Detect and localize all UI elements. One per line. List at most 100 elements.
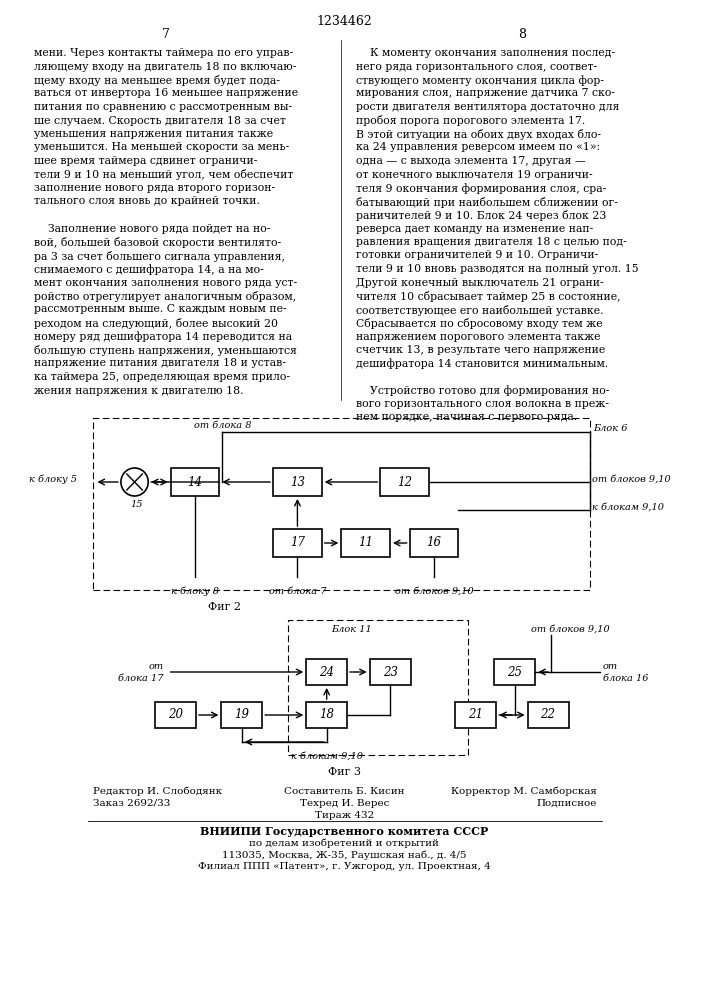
- Text: Заказ 2692/33: Заказ 2692/33: [93, 799, 170, 808]
- Text: него ряда горизонтального слоя, соответ-: него ряда горизонтального слоя, соответ-: [356, 62, 597, 72]
- Text: 23: 23: [382, 666, 397, 678]
- Text: мирования слоя, напряжение датчика 7 ско-: мирования слоя, напряжение датчика 7 ско…: [356, 89, 615, 99]
- Text: ройство отрегулирует аналогичным образом,: ройство отрегулирует аналогичным образом…: [34, 291, 296, 302]
- Text: рости двигателя вентилятора достаточно для: рости двигателя вентилятора достаточно д…: [356, 102, 619, 112]
- Text: от блоков 9,10: от блоков 9,10: [395, 587, 473, 596]
- Text: ка 24 управления реверсом имеем по «1»:: ка 24 управления реверсом имеем по «1»:: [356, 142, 600, 152]
- Bar: [306, 702, 347, 728]
- Text: к блокам 9,10: к блокам 9,10: [592, 503, 664, 512]
- Bar: [170, 468, 219, 496]
- Text: Техред И. Верес: Техред И. Верес: [300, 799, 389, 808]
- Text: 113035, Москва, Ж-35, Раушская наб., д. 4/5: 113035, Москва, Ж-35, Раушская наб., д. …: [222, 850, 467, 859]
- Text: ВНИИПИ Государственного комитета СССР: ВНИИПИ Государственного комитета СССР: [200, 826, 489, 837]
- Text: ше случаем. Скорость двигателя 18 за счет: ше случаем. Скорость двигателя 18 за сче…: [34, 115, 286, 125]
- Text: от блока 7: от блока 7: [269, 587, 326, 596]
- Text: 13: 13: [290, 476, 305, 488]
- Text: одна — с выхода элемента 17, другая —: одна — с выхода элемента 17, другая —: [356, 156, 585, 166]
- Text: блока 16: блока 16: [602, 674, 648, 683]
- Text: уменьшится. На меньшей скорости за мень-: уменьшится. На меньшей скорости за мень-: [34, 142, 289, 152]
- Text: рассмотренным выше. С каждым новым пе-: рассмотренным выше. С каждым новым пе-: [34, 304, 287, 314]
- Text: реходом на следующий, более высокий 20: реходом на следующий, более высокий 20: [34, 318, 278, 329]
- Text: тального слоя вновь до крайней точки.: тального слоя вновь до крайней точки.: [34, 196, 260, 207]
- Text: большую ступень напряжения, уменьшаются: большую ступень напряжения, уменьшаются: [34, 345, 297, 356]
- Text: теля 9 окончания формирования слоя, сра-: теля 9 окончания формирования слоя, сра-: [356, 183, 606, 194]
- Text: 7: 7: [162, 28, 170, 41]
- Text: Другой конечный выключатель 21 ограни-: Другой конечный выключатель 21 ограни-: [356, 277, 604, 288]
- Text: нем порядке, начиная с первого ряда.: нем порядке, начиная с первого ряда.: [356, 412, 577, 422]
- Bar: [306, 659, 347, 685]
- Circle shape: [121, 468, 148, 496]
- Text: заполнение нового ряда второго горизон-: заполнение нового ряда второго горизон-: [34, 183, 275, 193]
- Text: жения напряжения к двигателю 18.: жения напряжения к двигателю 18.: [34, 385, 244, 395]
- Text: от: от: [602, 662, 618, 671]
- Text: Блок 11: Блок 11: [332, 625, 373, 634]
- Bar: [288, 620, 468, 755]
- Text: тели 9 и 10 вновь разводятся на полный угол. 15: тели 9 и 10 вновь разводятся на полный у…: [356, 264, 638, 274]
- Text: к блоку 8: к блоку 8: [171, 587, 219, 596]
- Text: ра 3 за счет большего сигнала управления,: ра 3 за счет большего сигнала управления…: [34, 250, 285, 261]
- Text: К моменту окончания заполнения послед-: К моменту окончания заполнения послед-: [356, 48, 615, 58]
- Text: батывающий при наибольшем сближении ог-: батывающий при наибольшем сближении ог-: [356, 196, 618, 208]
- Text: вой, большей базовой скорости вентилято-: вой, большей базовой скорости вентилято-: [34, 237, 281, 248]
- Text: шее время таймера сдвинет ограничи-: шее время таймера сдвинет ограничи-: [34, 156, 257, 166]
- Text: по делам изобретений и открытий: по делам изобретений и открытий: [250, 838, 439, 848]
- Text: от блока 8: от блока 8: [194, 421, 251, 430]
- Text: 21: 21: [468, 708, 484, 722]
- Text: от блоков 9,10: от блоков 9,10: [532, 625, 610, 634]
- Text: Тираж 432: Тираж 432: [315, 811, 374, 820]
- Text: Заполнение нового ряда пойдет на но-: Заполнение нового ряда пойдет на но-: [34, 224, 271, 233]
- Text: чителя 10 сбрасывает таймер 25 в состояние,: чителя 10 сбрасывает таймер 25 в состоян…: [356, 291, 621, 302]
- Text: от конечного выключателя 19 ограничи-: от конечного выключателя 19 ограничи-: [356, 169, 592, 180]
- Text: мени. Через контакты таймера по его управ-: мени. Через контакты таймера по его упра…: [34, 48, 293, 58]
- Text: напряжением порогового элемента также: напряжением порогового элемента также: [356, 332, 600, 342]
- Text: тели 9 и 10 на меньший угол, чем обеспечит: тели 9 и 10 на меньший угол, чем обеспеч…: [34, 169, 293, 180]
- Text: 22: 22: [541, 708, 556, 722]
- Text: ствующего моменту окончания цикла фор-: ствующего моменту окончания цикла фор-: [356, 75, 604, 86]
- Text: номеру ряд дешифратора 14 переводится на: номеру ряд дешифратора 14 переводится на: [34, 332, 292, 342]
- Text: раничителей 9 и 10. Блок 24 через блок 23: раничителей 9 и 10. Блок 24 через блок 2…: [356, 210, 607, 221]
- Text: от: от: [148, 662, 164, 671]
- Bar: [380, 468, 429, 496]
- Text: дешифратора 14 становится минимальным.: дешифратора 14 становится минимальным.: [356, 359, 608, 369]
- Text: 16: 16: [426, 536, 441, 550]
- Bar: [341, 529, 390, 557]
- Text: Фиг 2: Фиг 2: [208, 602, 241, 612]
- Text: Блок 6: Блок 6: [593, 424, 627, 433]
- Text: счетчик 13, в результате чего напряжение: счетчик 13, в результате чего напряжение: [356, 345, 605, 355]
- Text: соответствующее его наибольшей уставке.: соответствующее его наибольшей уставке.: [356, 304, 604, 316]
- Text: 20: 20: [168, 708, 183, 722]
- Text: 17: 17: [290, 536, 305, 550]
- Text: 15: 15: [130, 500, 143, 509]
- Text: 11: 11: [358, 536, 373, 550]
- Bar: [494, 659, 535, 685]
- Text: Устройство готово для формирования но-: Устройство готово для формирования но-: [356, 385, 609, 396]
- Text: мент окончания заполнения нового ряда уст-: мент окончания заполнения нового ряда ус…: [34, 277, 297, 288]
- Text: Филиал ППП «Патент», г. Ужгород, ул. Проектная, 4: Филиал ППП «Патент», г. Ужгород, ул. Про…: [198, 862, 491, 871]
- Text: Составитель Б. Кисин: Составитель Б. Кисин: [284, 787, 404, 796]
- Bar: [455, 702, 496, 728]
- Text: к блокам 9,10: к блокам 9,10: [291, 752, 363, 761]
- Text: 1234462: 1234462: [316, 15, 372, 28]
- Text: ка таймера 25, определяющая время прило-: ка таймера 25, определяющая время прило-: [34, 372, 290, 382]
- Text: 19: 19: [234, 708, 250, 722]
- Text: 12: 12: [397, 476, 412, 488]
- Text: Фиг 3: Фиг 3: [328, 767, 361, 777]
- Text: 14: 14: [187, 476, 202, 488]
- Text: ляющему входу на двигатель 18 по включаю-: ляющему входу на двигатель 18 по включаю…: [34, 62, 296, 72]
- Bar: [93, 418, 590, 590]
- Text: равления вращения двигателя 18 с целью под-: равления вращения двигателя 18 с целью п…: [356, 237, 626, 247]
- Text: готовки ограничителей 9 и 10. Ограничи-: готовки ограничителей 9 и 10. Ограничи-: [356, 250, 598, 260]
- Text: щему входу на меньшее время будет пода-: щему входу на меньшее время будет пода-: [34, 75, 280, 86]
- Text: напряжение питания двигателя 18 и устав-: напряжение питания двигателя 18 и устав-: [34, 359, 286, 368]
- Text: от блоков 9,10: от блоков 9,10: [592, 475, 671, 484]
- Text: уменьшения напряжения питания также: уменьшения напряжения питания также: [34, 129, 273, 139]
- Text: 8: 8: [518, 28, 526, 41]
- Bar: [273, 529, 322, 557]
- Bar: [409, 529, 458, 557]
- Bar: [221, 702, 262, 728]
- Text: реверса дает команду на изменение нап-: реверса дает команду на изменение нап-: [356, 224, 593, 233]
- Text: питания по сравнению с рассмотренным вы-: питания по сравнению с рассмотренным вы-: [34, 102, 292, 112]
- Text: 24: 24: [319, 666, 334, 678]
- Text: блока 17: блока 17: [118, 674, 164, 683]
- Text: пробоя порога порогового элемента 17.: пробоя порога порогового элемента 17.: [356, 115, 585, 126]
